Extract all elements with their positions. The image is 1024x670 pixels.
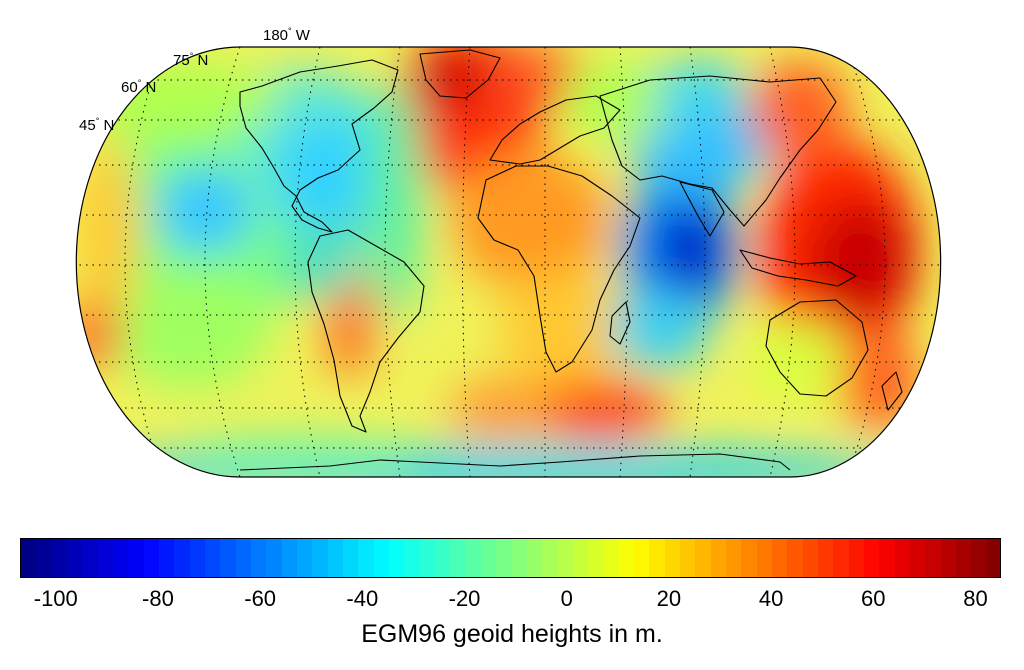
colorbar-segment: [833, 539, 850, 577]
coast-indonesia: [739, 249, 857, 287]
coast-africa: [477, 165, 641, 373]
geoid-world-map: [75, 46, 942, 478]
colorbar-segment: [342, 539, 360, 577]
colorbar-segment: [986, 539, 1000, 577]
colorbar-segment: [695, 539, 712, 577]
colorbar-segment: [956, 539, 973, 577]
colorbar-tick-label: 80: [963, 586, 988, 611]
coast-north-america: [239, 59, 399, 233]
colorbar-segment: [97, 539, 114, 577]
colorbar-segment: [726, 539, 743, 577]
colorbar-segment: [940, 539, 958, 577]
colorbar-segment: [480, 539, 498, 577]
colorbar-segment: [112, 539, 130, 577]
coast-madagascar: [609, 301, 631, 345]
colorbar-tick-label: -40: [346, 586, 379, 611]
colorbar-segment: [526, 539, 544, 577]
colorbar-segment: [419, 539, 436, 577]
colorbar-segment: [82, 539, 99, 577]
colorbar-segment: [128, 539, 145, 577]
colorbar-segment: [296, 539, 314, 577]
colorbar-segment: [664, 539, 682, 577]
colorbar-segment: [557, 539, 574, 577]
colorbar-segment: [756, 539, 774, 577]
coast-greenland: [419, 49, 501, 99]
colorbar-segment: [388, 539, 406, 577]
lat-label-45: 45° N: [79, 116, 115, 134]
colorbar-segment: [158, 539, 176, 577]
lon-label-180: 180° W: [263, 26, 310, 44]
colorbar-segment: [910, 539, 927, 577]
colorbar-segment: [649, 539, 666, 577]
colorbar-tick-label: 20: [656, 586, 682, 611]
colorbar-segment: [189, 539, 206, 577]
colorbar-segment: [818, 539, 835, 577]
colorbar-segment: [542, 539, 559, 577]
colorbar-segment: [66, 539, 84, 577]
lat-label-60: 60° N: [121, 78, 157, 96]
colorbar-tick-label: -60: [244, 586, 277, 611]
geoid-heights-field: [76, 47, 941, 477]
colorbar-segment: [51, 539, 68, 577]
colorbar-segment: [465, 539, 482, 577]
colorbar-segment: [603, 539, 620, 577]
colorbar-segment: [204, 539, 222, 577]
map-frame: [75, 46, 942, 478]
colorbar-tick-label: 60: [861, 586, 886, 611]
colorbar-segment: [741, 539, 758, 577]
colorbar-segment: [281, 539, 298, 577]
colorbar-segment: [894, 539, 912, 577]
colorbar-label: EGM96 geoid heights in m.: [361, 620, 663, 648]
colorbar-segment: [312, 539, 329, 577]
colorbar-tick-label: 0: [560, 586, 573, 611]
colorbar-segment: [802, 539, 820, 577]
colorbar-segment: [327, 539, 344, 577]
coast-antarctica: [239, 453, 791, 471]
coast-new-zealand: [881, 371, 903, 411]
colorbar-segment: [634, 539, 651, 577]
colorbar-segment: [434, 539, 452, 577]
colorbar-segment: [864, 539, 881, 577]
graticule: [76, 47, 941, 477]
colorbar-segment: [588, 539, 605, 577]
colorbar-segment: [358, 539, 375, 577]
lat-label-75: 75° N: [173, 51, 209, 69]
colorbar-segment: [710, 539, 728, 577]
colorbar-segment: [373, 539, 390, 577]
coast-europe: [489, 95, 621, 165]
coastlines: [239, 49, 903, 471]
colorbar-ticks: -100 -80 -60 -40 -20 0 20 40 60 80: [20, 586, 1001, 616]
colorbar-tick-label: 40: [758, 586, 784, 611]
colorbar-segment: [572, 539, 590, 577]
colorbar-tick-label: -20: [448, 586, 481, 611]
colorbar-segment: [618, 539, 636, 577]
colorbar-segment: [496, 539, 513, 577]
colorbar-segment: [848, 539, 866, 577]
colorbar-segment: [971, 539, 988, 577]
colorbar-segment: [879, 539, 896, 577]
coast-india: [679, 181, 725, 237]
colorbar: [20, 538, 1001, 578]
colorbar-segment: [235, 539, 252, 577]
colorbar-segment: [450, 539, 467, 577]
colorbar-segment: [220, 539, 237, 577]
colorbar-segment: [772, 539, 789, 577]
colorbar-segment: [250, 539, 268, 577]
colorbar-tick-label: -80: [142, 586, 174, 611]
colorbar-segment: [925, 539, 942, 577]
colorbar-segment: [21, 539, 38, 577]
coast-asia: [599, 75, 837, 227]
coast-south-america: [307, 229, 425, 433]
colorbar-segment: [143, 539, 160, 577]
colorbar-segment: [36, 539, 53, 577]
colorbar-segment: [174, 539, 191, 577]
colorbar-segment: [404, 539, 421, 577]
colorbar-segment: [511, 539, 528, 577]
colorbar-segment: [787, 539, 804, 577]
colorbar-tick-label: -100: [33, 586, 78, 611]
coast-australia: [765, 299, 869, 397]
colorbar-segment: [680, 539, 697, 577]
colorbar-segment: [266, 539, 283, 577]
